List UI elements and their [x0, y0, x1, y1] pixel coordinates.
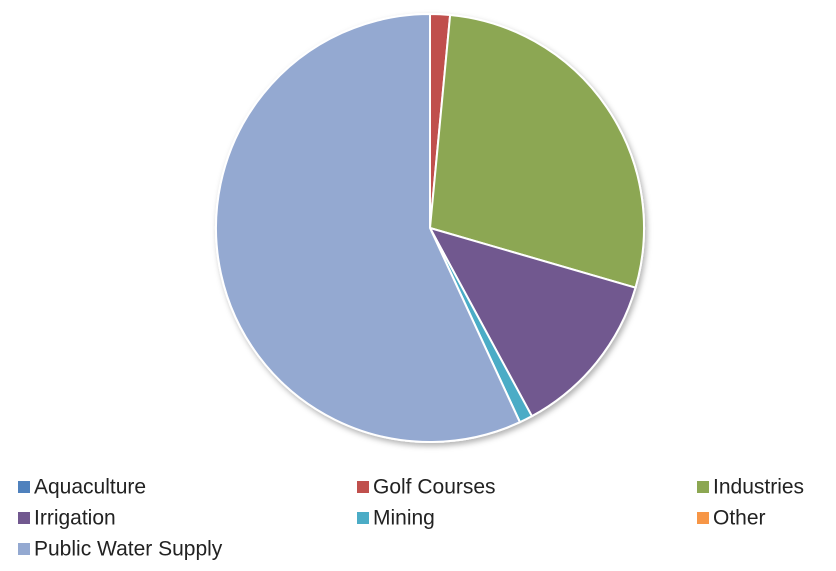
legend-swatch [18, 512, 30, 524]
legend-swatch [357, 512, 369, 524]
legend-swatch [697, 481, 709, 493]
legend-label: Aquaculture [34, 476, 146, 499]
legend-label: Irrigation [34, 507, 116, 530]
pie-slice [428, 13, 645, 289]
legend-label: Other [713, 507, 766, 530]
pie-slice [427, 226, 637, 418]
legend-swatch [18, 543, 30, 555]
legend: Aquaculture Golf Courses Industries Irrigat… [18, 476, 804, 561]
legend-label: Golf Courses [373, 476, 496, 499]
legend-swatch [697, 512, 709, 524]
pie [215, 12, 645, 443]
legend-label: Mining [373, 507, 435, 530]
pie-slice [215, 12, 522, 443]
legend-swatch [18, 481, 30, 493]
legend-label: Industries [713, 476, 804, 499]
legend-label: Public Water Supply [34, 538, 223, 561]
legend-swatch [357, 481, 369, 493]
